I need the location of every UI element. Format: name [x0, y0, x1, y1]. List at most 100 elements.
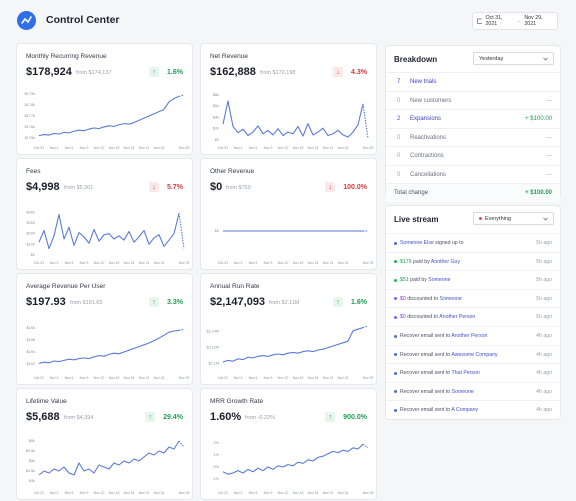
y-tick-label: $6k	[213, 104, 219, 108]
row-count: 0	[397, 171, 401, 178]
y-tick-label: 2%	[214, 441, 220, 445]
breakdown-row: 0 Reactivations —	[386, 127, 560, 147]
x-tick-label: Nov 18	[308, 376, 319, 380]
y-tick-label: $5k	[29, 459, 35, 463]
event-link[interactable]: Someone Else	[400, 240, 434, 246]
event-row: $0 discounted to Another Person 5h ago	[386, 307, 560, 326]
x-tick-label: Oct 31	[218, 261, 228, 265]
breakdown-row: 0 Contractions —	[386, 146, 560, 165]
change-arrow: ↑	[149, 297, 160, 307]
event-link[interactable]: Another Person	[439, 314, 476, 321]
y-tick-label: $300	[27, 221, 35, 225]
event-text: Recover email sent to A Company	[400, 407, 536, 413]
card-title: MRR Growth Rate	[210, 398, 264, 405]
y-tick-label: $175k	[25, 136, 35, 140]
line-chart: $2.1M $2.12M $2.14M Oct 31 Nov 3 Nov 6 Nov 9 No…	[206, 325, 374, 380]
total-value: + $100.00	[525, 190, 552, 196]
event-link[interactable]: That Person	[451, 370, 480, 377]
x-tick-label: Nov 15	[293, 376, 304, 380]
row-label: Contractions	[410, 153, 444, 159]
x-tick-label: Nov 21	[139, 261, 150, 265]
event-link[interactable]: Someone	[451, 388, 474, 395]
event-row: $179 paid by Another Guy 5h ago	[386, 251, 560, 271]
x-tick-label: Nov 29	[363, 376, 374, 380]
row-amount: —	[546, 97, 552, 104]
x-tick-label: Nov 9	[80, 261, 89, 265]
metric-card: Fees $4,998 from $5,301 ↓ 5.7% $0 $100 $200 $300…	[16, 158, 193, 270]
row-amount: —	[546, 134, 552, 141]
event-plain: Recover email sent to	[400, 407, 452, 414]
event-plain: discounted to	[405, 314, 440, 321]
logo[interactable]	[17, 11, 36, 30]
breakdown-row: 7 New trials	[386, 72, 560, 91]
period-select[interactable]: Yesterday	[473, 52, 554, 65]
x-tick-label: Oct 31	[34, 261, 44, 265]
x-tick-label: Nov 24	[338, 376, 349, 380]
x-tick-label: Nov 24	[338, 491, 349, 495]
y-tick-label: $200	[27, 232, 35, 236]
line	[222, 327, 364, 363]
card-from: from $5,301	[64, 185, 94, 191]
y-tick-label: $192	[27, 362, 35, 366]
event-link[interactable]: Another Person	[451, 333, 488, 339]
x-tick-label: Nov 29	[179, 491, 190, 495]
event-plain: signed up to	[433, 240, 464, 246]
y-tick-label: $5.5k	[26, 449, 35, 453]
x-tick-label: Nov 9	[80, 376, 89, 380]
event-plain: discounted to	[405, 295, 440, 302]
y-tick-label: $100	[27, 242, 35, 246]
change-badge: ↓ 5.7%	[149, 182, 183, 192]
filter: Everything	[479, 216, 511, 222]
event-link[interactable]: Someone	[439, 295, 462, 302]
event-link[interactable]: Awesome Company	[451, 351, 498, 358]
x-tick-label: Nov 24	[154, 261, 165, 265]
change-arrow: ↑	[145, 412, 156, 422]
event-dot	[394, 297, 397, 301]
row-label: Expansions	[410, 116, 442, 122]
x-tick-label: Nov 24	[338, 146, 349, 150]
x-tick-label: Nov 12	[94, 491, 105, 495]
event-link[interactable]: Another Guy	[430, 258, 460, 265]
y-tick-label: 1%	[214, 453, 220, 457]
x-tick-label: Nov 21	[323, 261, 334, 265]
event-row: Recover email sent to A Company 4h ago	[386, 400, 560, 419]
row-label: New trials	[410, 79, 437, 85]
x-tick-label: Nov 6	[249, 376, 258, 380]
event-time: 4h ago	[536, 388, 552, 395]
card-from: from $4,394	[64, 415, 94, 421]
x-tick-label: Nov 3	[50, 376, 59, 380]
change-arrow: ↓	[149, 182, 160, 192]
x-tick-label: Nov 12	[278, 491, 289, 495]
card-title: Monthly Recurring Revenue	[26, 53, 107, 60]
x-tick-label: Nov 18	[308, 261, 319, 265]
event-row: $0 discounted to Someone 5h ago	[386, 288, 560, 308]
card-value: $197.93	[26, 296, 66, 308]
x-tick-label: Nov 9	[264, 261, 273, 265]
card-value: $5,688	[26, 411, 60, 423]
change-arrow: ↑	[149, 67, 160, 77]
line-partial	[362, 443, 369, 449]
x-tick-label: Oct 31	[34, 491, 44, 495]
x-tick-label: Nov 12	[94, 146, 105, 150]
x-tick-label: Nov 3	[50, 146, 59, 150]
change-value: 100.0%	[343, 183, 367, 191]
breakdown-row: 2 Expansions + $100.00	[386, 109, 560, 128]
event-link[interactable]: A Company	[451, 407, 479, 414]
x-tick-label: Nov 29	[363, 146, 374, 150]
x-tick-label: Nov 6	[249, 261, 258, 265]
event-link[interactable]: Someone	[428, 277, 451, 284]
event-time: 4h ago	[536, 351, 552, 358]
y-tick-label: $2.12M	[206, 346, 219, 350]
change-badge: ↓ 4.3%	[333, 67, 367, 77]
x-tick-label: Oct 31	[34, 146, 44, 150]
row-count: 2	[397, 116, 401, 122]
x-tick-label: Nov 15	[109, 146, 120, 150]
date-range[interactable]: Oct 31, 2021 → Nov 29, 2021	[472, 12, 558, 30]
line-partial	[178, 440, 185, 448]
event-row: Someone Else signed up to 5h ago	[386, 233, 560, 252]
event-plain: paid by	[411, 258, 431, 265]
filter-select[interactable]: Everything	[473, 212, 554, 225]
change-badge: ↑ 1.6%	[149, 67, 183, 77]
event-text: $0 discounted to Someone	[400, 296, 536, 302]
event-dot	[394, 260, 397, 264]
